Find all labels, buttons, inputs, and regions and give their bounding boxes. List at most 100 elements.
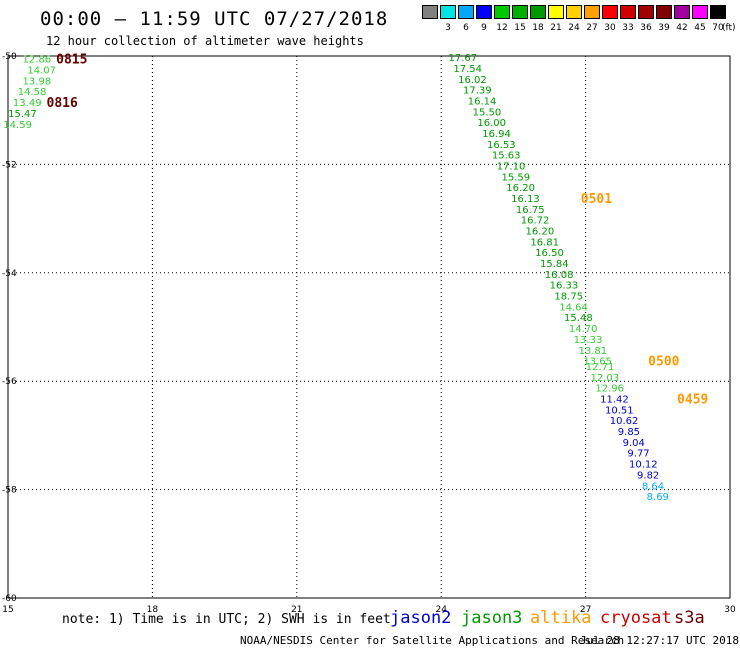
wave-height-label: 14.70: [569, 324, 598, 335]
satellite-jason2: jason2: [390, 608, 452, 628]
legend-swatch-label: 42: [676, 23, 688, 33]
legend-swatch: [494, 5, 510, 19]
legend-swatch-label: 9: [481, 23, 487, 33]
wave-height-label: 16.13: [511, 194, 540, 205]
wave-height-label: 16.20: [506, 183, 535, 194]
wave-height-label: 15.63: [492, 151, 521, 162]
wave-height-label: 14.59: [3, 120, 32, 131]
legend-swatch-label: 15: [514, 23, 526, 33]
legend-swatch: [656, 5, 672, 19]
legend-swatch: [584, 5, 600, 19]
wave-height-label: 17.54: [453, 64, 482, 75]
wave-height-label: 9.82: [637, 470, 659, 481]
legend-swatch: [440, 5, 456, 19]
x-tick-label: 27: [580, 605, 591, 615]
legend-swatch: [620, 5, 636, 19]
legend-swatch: [476, 5, 492, 19]
x-tick-label: 21: [291, 605, 302, 615]
legend-swatch-label: 27: [586, 23, 598, 33]
wave-height-label: 12.71: [586, 362, 615, 373]
wave-height-label: 15.47: [8, 109, 37, 120]
pass-time-label: 0459: [677, 393, 708, 408]
wave-height-label: 9.04: [623, 438, 645, 449]
legend-unit: (ft): [722, 23, 736, 33]
wave-height-label: 14.07: [27, 66, 56, 77]
legend-swatch: [674, 5, 690, 19]
legend-swatch: [602, 5, 618, 19]
x-tick-label: 15: [2, 605, 13, 615]
legend-swatch: [422, 5, 438, 19]
legend-swatch-label: 36: [640, 23, 652, 33]
wave-height-label: 16.53: [487, 140, 516, 151]
wave-height-label: 16.50: [535, 248, 564, 259]
wave-height-label: 16.20: [526, 227, 555, 238]
wave-height-label: 16.14: [468, 96, 497, 107]
wave-height-label: 11.42: [600, 395, 629, 406]
y-tick-label: -56: [2, 377, 17, 387]
pass-time-label: 0501: [581, 192, 612, 207]
legend-swatch: [692, 5, 708, 19]
wave-height-label: 16.08: [545, 270, 574, 281]
wave-height-label: 14.58: [18, 87, 47, 98]
wave-height-label: 16.72: [521, 216, 550, 227]
generated-time: Jul 28 12:27:17 UTC 2018: [580, 634, 739, 647]
wave-height-label: 15.84: [540, 259, 569, 270]
wave-height-label: 13.98: [23, 76, 52, 87]
y-tick-label: -50: [2, 52, 17, 62]
legend-swatch: [512, 5, 528, 19]
legend-swatch-label: 12: [496, 23, 508, 33]
wave-height-label: 17.67: [449, 53, 478, 64]
wave-height-label: 10.51: [605, 405, 634, 416]
wave-height-label: 17.10: [497, 161, 526, 172]
chart-title: 00:00 – 11:59 UTC 07/27/2018: [40, 8, 389, 30]
wave-height-label: 16.94: [482, 129, 511, 140]
x-tick-label: 30: [724, 605, 736, 615]
legend-swatch: [530, 5, 546, 19]
wave-height-label: 12.86: [23, 55, 52, 66]
wave-height-label: 16.02: [458, 75, 487, 86]
y-tick-label: -60: [2, 594, 17, 604]
wave-height-label: 13.81: [578, 346, 607, 357]
wave-height-label: 16.00: [477, 118, 506, 129]
legend-swatch-label: 18: [532, 23, 544, 33]
footnote: note: 1) Time is in UTC; 2) SWH is in fe…: [62, 612, 391, 627]
legend-swatch-label: 3: [445, 23, 451, 33]
wave-height-label: 15.50: [473, 107, 502, 118]
wave-height-label: 16.33: [550, 281, 579, 292]
wave-height-label: 9.85: [618, 427, 640, 438]
wave-height-label: 13.49: [13, 98, 42, 109]
legend-swatch-label: 39: [658, 23, 670, 33]
plot-frame: [7, 55, 731, 599]
satellite-altika: altika: [530, 608, 592, 628]
wave-height-label: 12.03: [591, 373, 620, 384]
legend-swatch: [566, 5, 582, 19]
legend-swatch: [458, 5, 474, 19]
wave-height-label: 10.12: [629, 460, 658, 471]
legend-swatch-label: 33: [622, 23, 634, 33]
satellite-jason3: jason3: [461, 608, 523, 628]
wave-height-label: 15.48: [564, 313, 593, 324]
chart-subtitle: 12 hour collection of altimeter wave hei…: [46, 34, 364, 48]
legend-swatch-label: 24: [568, 23, 580, 33]
wave-height-label: 15.59: [501, 172, 530, 183]
wave-height-label: 13.65: [583, 357, 612, 368]
satellite-cryosat: cryosat: [600, 608, 672, 628]
wave-height-label: 8.64: [642, 481, 664, 492]
satellite-s3a: s3a: [674, 608, 705, 628]
legend-swatch: [638, 5, 654, 19]
y-tick-label: -58: [2, 486, 17, 496]
wave-height-label: 16.75: [516, 205, 545, 216]
x-tick-label: 18: [147, 605, 159, 615]
legend-swatch-label: 6: [463, 23, 469, 33]
wave-height-label: 17.39: [463, 86, 492, 97]
wave-height-label: 16.81: [530, 237, 559, 248]
wave-height-label: 18.75: [554, 292, 583, 303]
y-tick-label: -52: [2, 160, 17, 170]
wave-height-label: 12.96: [595, 384, 624, 395]
legend-swatch-label: 45: [694, 23, 706, 33]
y-tick-label: -54: [2, 269, 17, 279]
pass-time-label: 0500: [648, 355, 679, 370]
wave-height-label: 8.69: [647, 492, 669, 503]
wave-height-label: 13.33: [574, 335, 603, 346]
